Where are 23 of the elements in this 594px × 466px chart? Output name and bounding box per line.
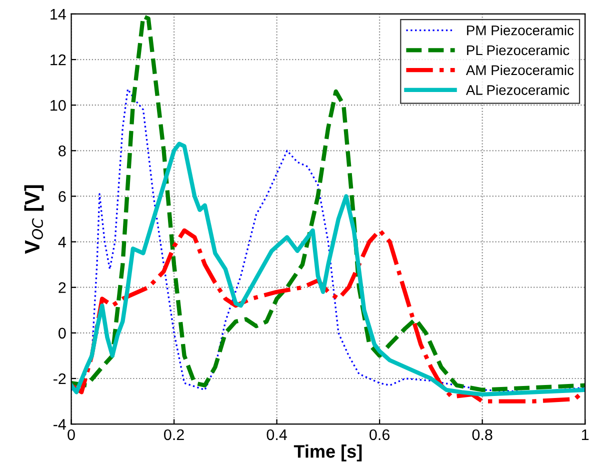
- y-tick-label: 2: [58, 282, 66, 293]
- y-tick-label: -2: [54, 373, 66, 384]
- legend-label: AL Piezoceramic: [466, 84, 570, 95]
- y-tick-label: 12: [50, 54, 66, 66]
- x-tick-label: 0.6: [370, 429, 390, 440]
- legend-label: PL Piezoceramic: [467, 44, 570, 56]
- x-tick-label: 0.4: [266, 429, 287, 440]
- y-tick-label: 6: [58, 191, 66, 202]
- y-tick-label: 4: [58, 236, 66, 248]
- y-tick-label: 10: [50, 100, 66, 111]
- y-tick-label: 14: [50, 9, 66, 20]
- x-tick-label: 1: [582, 429, 589, 440]
- x-tick-label: 0: [68, 429, 75, 440]
- y-tick-label: 0: [58, 328, 66, 339]
- y-tick-label: -4: [54, 419, 66, 430]
- x-axis-title: Time [s]: [294, 444, 362, 462]
- x-tick-label: 0.8: [472, 429, 492, 440]
- y-axis-title: V$_{OC}$ [V]: [24, 185, 44, 254]
- legend-label: PM Piezoceramic: [467, 25, 574, 36]
- y-tick-label: 8: [58, 146, 66, 156]
- line-series: [71, 142, 586, 397]
- legend-label: AM Piezoceramic: [466, 64, 574, 76]
- x-tick-label: 0.2: [164, 429, 184, 440]
